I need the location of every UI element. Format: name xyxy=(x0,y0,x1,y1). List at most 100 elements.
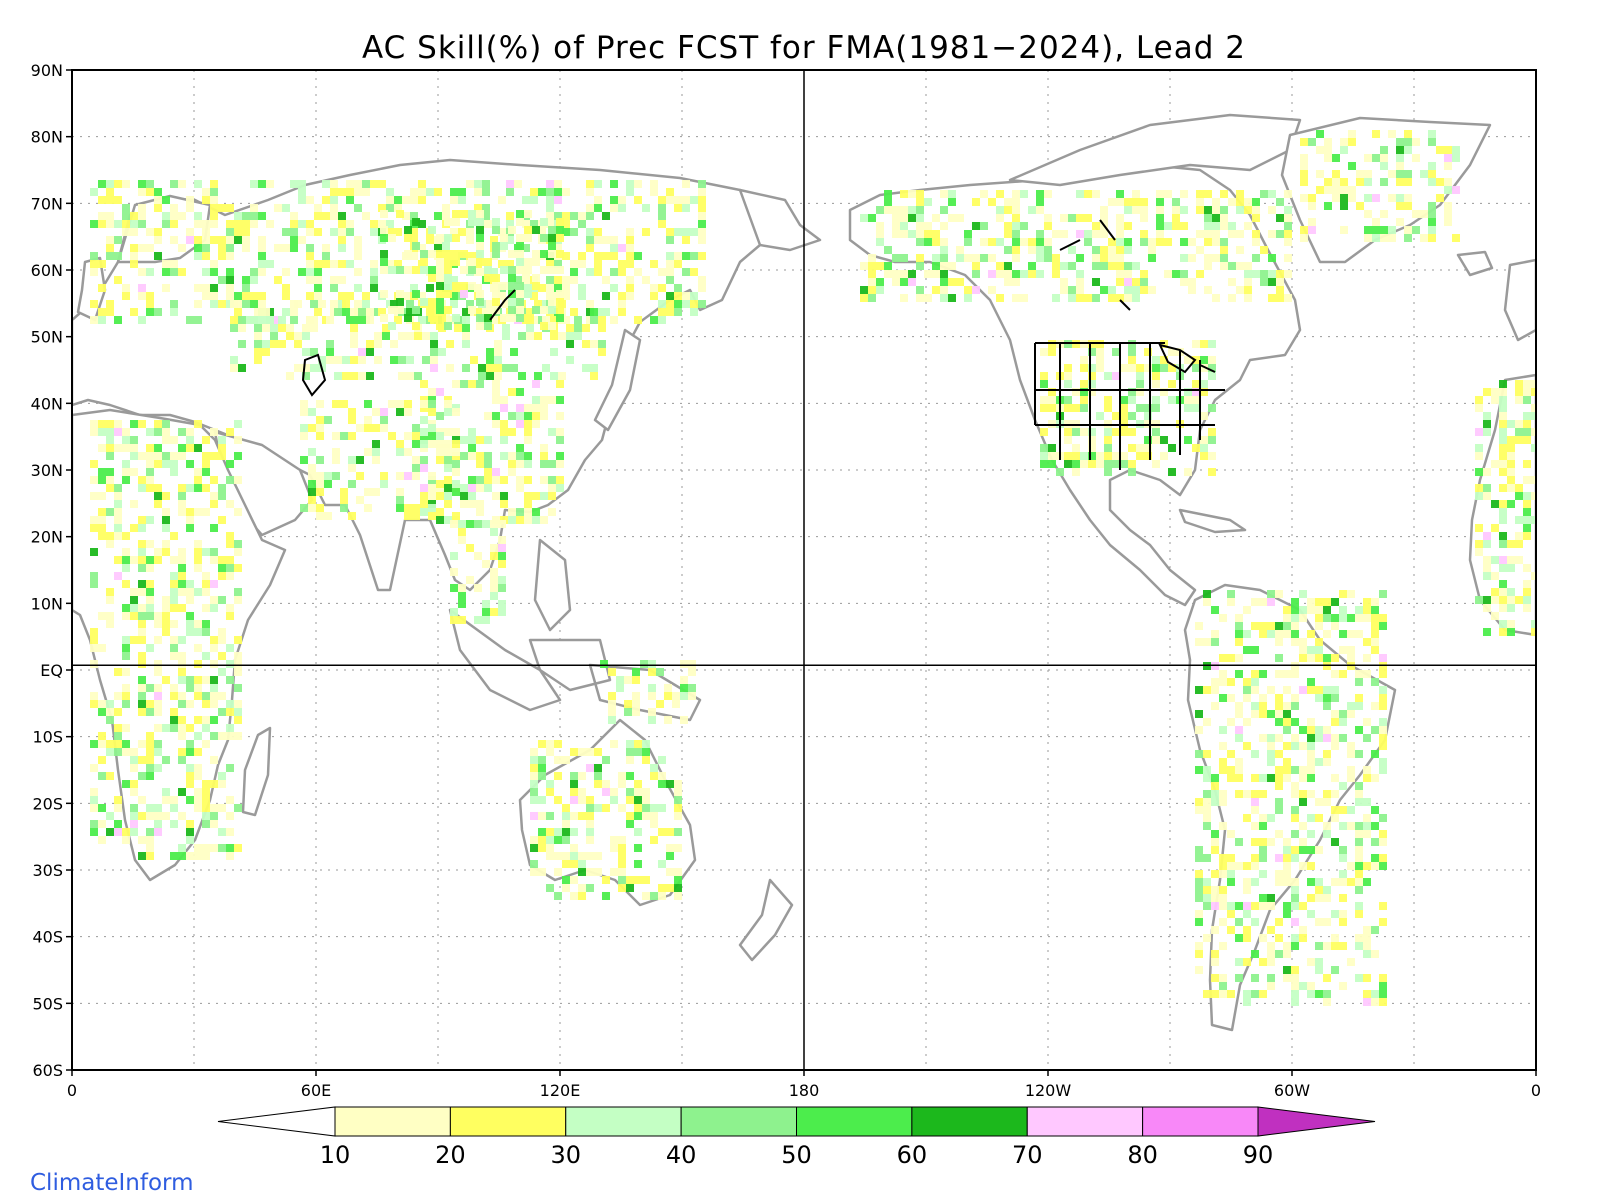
skill-cell xyxy=(1208,468,1216,476)
skill-cell xyxy=(1363,990,1371,998)
skill-cell xyxy=(186,196,194,204)
skill-cell xyxy=(626,876,634,884)
skill-cell xyxy=(420,258,428,266)
skill-cell xyxy=(634,828,642,836)
skill-cell xyxy=(1331,838,1339,846)
skill-cell xyxy=(1404,138,1412,146)
skill-cell xyxy=(306,228,314,236)
skill-cell xyxy=(1363,798,1371,806)
skill-cell xyxy=(154,444,162,452)
skill-cell xyxy=(634,788,642,796)
skill-cell xyxy=(972,222,980,230)
skill-cell xyxy=(1299,902,1307,910)
skill-cell xyxy=(516,282,524,290)
skill-cell xyxy=(130,444,138,452)
skill-cell xyxy=(114,236,122,244)
skill-cell xyxy=(306,196,314,204)
skill-cell xyxy=(516,290,524,298)
skill-cell xyxy=(1144,348,1152,356)
skill-cell xyxy=(310,324,318,332)
skill-cell xyxy=(186,484,194,492)
skill-cell xyxy=(466,180,474,188)
skill-cell xyxy=(404,448,412,456)
skill-cell xyxy=(476,258,484,266)
skill-cell xyxy=(162,796,170,804)
skill-cell xyxy=(130,788,138,796)
skill-cell xyxy=(650,180,658,188)
skill-cell xyxy=(1363,734,1371,742)
skill-cell xyxy=(940,206,948,214)
skill-cell xyxy=(556,476,564,484)
lat-tick-label: 60N xyxy=(31,261,63,280)
skill-cell xyxy=(1220,238,1228,246)
skill-cell xyxy=(1152,380,1160,388)
skill-cell xyxy=(404,512,412,520)
skill-cell xyxy=(202,780,210,788)
skill-cell xyxy=(300,424,308,432)
skill-cell xyxy=(364,448,372,456)
skill-cell xyxy=(230,356,238,364)
skill-cell xyxy=(138,268,146,276)
skill-cell xyxy=(1036,254,1044,262)
skill-cell xyxy=(548,226,556,234)
skill-cell xyxy=(468,436,476,444)
skill-cell xyxy=(130,452,138,460)
skill-cell xyxy=(658,892,666,900)
skill-cell xyxy=(1452,234,1460,242)
colorbar: 10 20 30 40 50 60 70 80 90 xyxy=(217,1106,1376,1169)
skill-cell xyxy=(1268,294,1276,302)
skill-cell xyxy=(122,780,130,788)
skill-cell xyxy=(1140,286,1148,294)
skill-cell xyxy=(380,250,388,258)
skill-cell xyxy=(1371,614,1379,622)
skill-cell xyxy=(98,804,106,812)
skill-cell xyxy=(506,260,514,268)
skill-cell xyxy=(340,496,348,504)
skill-cell xyxy=(186,316,194,324)
skill-cell xyxy=(474,552,482,560)
skill-cell xyxy=(444,408,452,416)
skill-cell xyxy=(186,724,194,732)
skill-cell xyxy=(1283,686,1291,694)
skill-cell xyxy=(542,364,550,372)
skill-cell xyxy=(1323,918,1331,926)
skill-cell xyxy=(396,472,404,480)
skill-cell xyxy=(1531,444,1536,452)
skill-cell xyxy=(1120,452,1128,460)
skill-cell xyxy=(314,308,322,316)
skill-cell xyxy=(1128,356,1136,364)
skill-cell xyxy=(138,564,146,572)
skill-cell xyxy=(114,252,122,260)
skill-cell xyxy=(114,724,122,732)
skill-cell xyxy=(1347,806,1355,814)
skill-cell xyxy=(186,740,194,748)
skill-cell xyxy=(1196,190,1204,198)
skill-cell xyxy=(594,748,602,756)
skill-cell xyxy=(1404,178,1412,186)
skill-cell xyxy=(146,852,154,860)
skill-cell xyxy=(146,228,154,236)
skill-cell xyxy=(666,196,674,204)
colorbar-level-label: 10 xyxy=(320,1141,351,1169)
skill-cell xyxy=(1315,694,1323,702)
skill-cell xyxy=(1044,238,1052,246)
skill-cell xyxy=(578,812,586,820)
skill-cell xyxy=(122,668,130,676)
skill-cell xyxy=(524,500,532,508)
skill-cell xyxy=(1444,162,1452,170)
skill-cell xyxy=(226,228,234,236)
skill-cell xyxy=(178,700,186,708)
skill-cell xyxy=(138,188,146,196)
skill-cell xyxy=(1499,596,1507,604)
skill-cell xyxy=(390,340,398,348)
skill-cell xyxy=(698,212,706,220)
skill-cell xyxy=(690,196,698,204)
skill-cell xyxy=(154,804,162,812)
skill-cell xyxy=(1388,226,1396,234)
lat-tick-label: 50S xyxy=(32,994,63,1013)
skill-cell xyxy=(618,268,626,276)
skill-cell xyxy=(490,520,498,528)
skill-cell xyxy=(314,212,322,220)
skill-cell xyxy=(210,492,218,500)
skill-cell xyxy=(210,524,218,532)
